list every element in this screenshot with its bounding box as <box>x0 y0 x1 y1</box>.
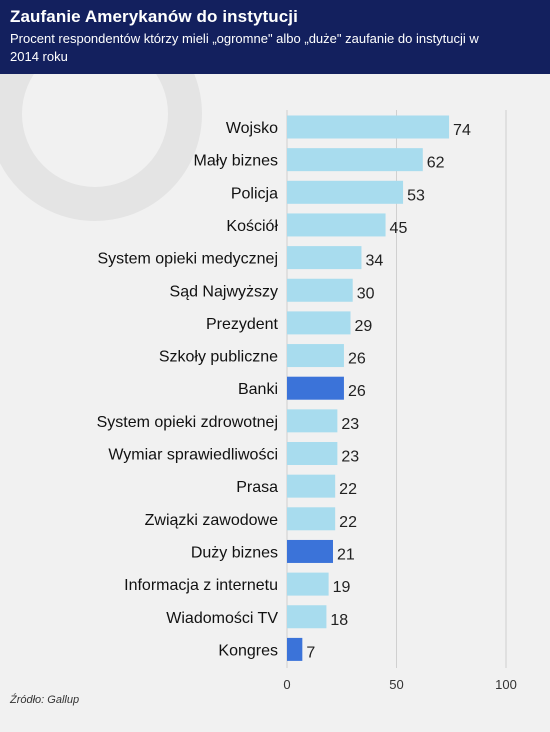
bar-2 <box>287 180 404 204</box>
category-label-5: Sąd Najwyższy <box>170 283 278 300</box>
category-label-11: Prasa <box>236 479 278 496</box>
bar-15 <box>287 605 327 629</box>
bar-11 <box>287 474 336 498</box>
chart-title: Zaufanie Amerykanów do instytucji <box>10 7 298 26</box>
bar-3 <box>287 213 386 237</box>
category-label-15: Wiadomości TV <box>166 610 278 627</box>
category-label-8: Banki <box>238 381 278 398</box>
bar-4 <box>287 246 362 270</box>
watermark-logo-icon <box>0 74 202 221</box>
value-label-0: 74 <box>453 122 471 139</box>
source-note: Źródło: Gallup <box>10 694 80 706</box>
category-label-4: System opieki medycznej <box>97 251 278 268</box>
value-label-11: 22 <box>339 481 357 498</box>
category-label-6: Prezydent <box>206 316 279 333</box>
value-label-12: 22 <box>339 514 357 531</box>
bar-14 <box>287 572 329 596</box>
value-label-7: 26 <box>348 351 366 368</box>
category-label-0: Wojsko <box>226 120 278 137</box>
bar-6 <box>287 311 351 335</box>
category-label-7: Szkoły publiczne <box>159 349 278 366</box>
value-label-15: 18 <box>330 612 348 629</box>
bar-9 <box>287 409 338 433</box>
bar-16 <box>287 637 303 661</box>
chart-subtitle: Procent respondentów którzy mieli „ogrom… <box>10 31 479 64</box>
category-label-1: Mały biznes <box>194 153 278 170</box>
bar-8 <box>287 376 344 400</box>
category-label-14: Informacja z internetu <box>124 577 278 594</box>
category-label-9: System opieki zdrowotnej <box>97 414 278 431</box>
value-label-13: 21 <box>337 546 355 563</box>
value-label-14: 19 <box>333 579 351 596</box>
value-label-9: 23 <box>341 416 359 433</box>
value-label-10: 23 <box>341 449 359 466</box>
bar-0 <box>287 115 450 139</box>
value-label-1: 62 <box>427 155 445 172</box>
category-label-10: Wymiar sprawiedliwości <box>108 447 278 464</box>
bar-5 <box>287 278 353 302</box>
category-label-2: Policja <box>231 185 278 202</box>
bar-10 <box>287 442 338 465</box>
bar-7 <box>287 344 344 368</box>
value-label-16: 7 <box>306 644 315 661</box>
x-tick-label-0: 0 <box>283 677 290 692</box>
category-label-13: Duży biznes <box>191 544 278 561</box>
value-label-3: 45 <box>390 220 408 237</box>
value-label-8: 26 <box>348 383 366 400</box>
chart-header: Zaufanie Amerykanów do instytucji Procen… <box>0 0 550 74</box>
bar-1 <box>287 148 423 172</box>
bar-13 <box>287 539 333 563</box>
value-label-2: 53 <box>407 187 425 204</box>
category-label-3: Kościół <box>226 218 278 235</box>
value-label-4: 34 <box>365 253 383 270</box>
x-tick-label-2: 100 <box>495 677 517 692</box>
bar-12 <box>287 507 336 531</box>
category-label-12: Związki zawodowe <box>145 512 278 529</box>
value-label-5: 30 <box>357 285 375 302</box>
category-label-16: Kongres <box>218 642 278 659</box>
x-tick-label-1: 50 <box>389 677 403 692</box>
value-label-6: 29 <box>355 318 373 335</box>
